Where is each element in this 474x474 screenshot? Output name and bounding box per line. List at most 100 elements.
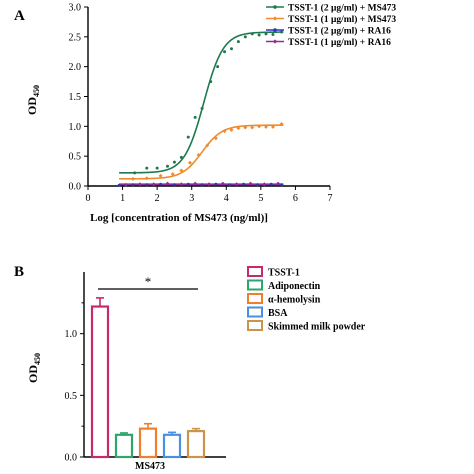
panel-a-x-ticks: 0 1 2 3 4 5 6 7 bbox=[86, 186, 333, 204]
panel-a-legend: TSST-1 (2 μg/ml) + MS473 TSST-1 (1 μg/ml)… bbox=[266, 3, 396, 48]
panel-a-point-series-2 bbox=[279, 121, 284, 126]
panel-a-y-ticks: 0.0 0.5 1.0 1.5 2.0 2.5 3.0 bbox=[69, 3, 88, 193]
panel-a-point-series-2 bbox=[179, 168, 184, 173]
panel-a-legend-label-3: TSST-1 (2 μg/ml) + RA16 bbox=[288, 26, 391, 37]
panel-a-point-series-4 bbox=[179, 182, 184, 187]
panel-a-point-series-1 bbox=[172, 160, 176, 164]
panel-a-point-series-1 bbox=[155, 166, 159, 170]
panel-b-bar-4 bbox=[162, 433, 182, 459]
panel-a-point-series-3 bbox=[255, 183, 259, 187]
panel-a-point-series-1 bbox=[186, 135, 190, 139]
panel-a-legend-marker-2 bbox=[272, 16, 278, 21]
panel-a-point-series-3 bbox=[242, 182, 246, 186]
panel-b-y-axis-label-sub: 450 bbox=[33, 353, 42, 365]
panel-a-point-series-3 bbox=[269, 182, 273, 186]
panel-a-point-series-2 bbox=[196, 152, 201, 157]
panel-a-legend-marker-4 bbox=[272, 39, 278, 44]
panel-a-y-tick-label: 0.0 bbox=[69, 182, 82, 193]
panel-a-point-series-1 bbox=[223, 50, 227, 54]
panel-b-y-axis-label-main: OD bbox=[26, 365, 40, 383]
panel-a-point-series-1 bbox=[280, 30, 284, 34]
panel-b-x-axis-label: MS473 bbox=[135, 461, 165, 472]
panel-a-legend-label-4: TSST-1 (1 μg/ml) + RA16 bbox=[288, 37, 391, 48]
panel-a-x-tick-label: 4 bbox=[224, 193, 229, 204]
panel-a-point-series-1 bbox=[179, 155, 183, 159]
panel-a-x-tick-label: 0 bbox=[86, 193, 91, 204]
panel-a-point-series-4 bbox=[193, 181, 198, 186]
panel-a-x-tick-label: 5 bbox=[258, 193, 263, 204]
panel-a-x-tick-label: 3 bbox=[189, 193, 194, 204]
panel-label-a: A bbox=[14, 8, 25, 24]
panel-a-point-series-1 bbox=[271, 32, 275, 36]
panel-a-y-tick-label: 2.5 bbox=[69, 32, 82, 43]
panel-a-point-series-2 bbox=[205, 143, 210, 148]
panel-a-x-tick-label: 6 bbox=[293, 193, 298, 204]
panel-a-point-series-2 bbox=[144, 176, 149, 181]
panel-b-legend-swatch-2 bbox=[247, 279, 263, 291]
panel-a-point-series-2 bbox=[229, 127, 234, 132]
panel-a-point-series-1 bbox=[193, 115, 197, 119]
panel-b-y-ticks: 0.0 0.5 1.0 bbox=[65, 302, 84, 464]
panel-b-y-tick-label: 1.0 bbox=[65, 329, 78, 340]
panel-b: B 0.0 0.5 1.0 * OD450 MS473 TSST-1 Adiponec… bbox=[14, 264, 366, 472]
panel-a-point-series-1 bbox=[166, 164, 170, 168]
panel-a-points bbox=[117, 30, 284, 187]
panel-b-bar-5 bbox=[186, 430, 206, 459]
panel-a-y-axis-label: OD450 bbox=[25, 85, 41, 115]
panel-label-b: B bbox=[14, 264, 24, 280]
panel-b-legend-swatch-5 bbox=[247, 320, 263, 331]
panel-a-point-series-4 bbox=[207, 182, 211, 187]
panel-a-point-series-1 bbox=[145, 166, 149, 170]
panel-a-point-series-1 bbox=[229, 47, 233, 51]
panel-a-y-tick-label: 1.5 bbox=[69, 92, 82, 103]
panel-b-significance-marker: * bbox=[145, 274, 152, 289]
panel-a-point-series-3 bbox=[200, 183, 204, 187]
panel-a-y-tick-label: 1.0 bbox=[69, 122, 82, 133]
panel-a-y-axis-label-sub: 450 bbox=[32, 85, 41, 97]
panel-a-x-tick-label: 1 bbox=[120, 193, 125, 204]
panel-a-legend-marker-3 bbox=[273, 28, 277, 32]
panel-b-legend: TSST-1 Adiponectin α-hemolysin BSA Skimmed m… bbox=[247, 266, 366, 333]
panel-b-legend-swatch-1 bbox=[247, 266, 263, 277]
panel-a-point-series-3 bbox=[186, 182, 190, 186]
panel-a-point-series-4 bbox=[248, 181, 253, 186]
panel-b-legend-swatch-4 bbox=[247, 306, 263, 318]
panel-a-point-series-2 bbox=[170, 172, 175, 177]
panel-a-point-series-2 bbox=[270, 124, 275, 129]
panel-a-point-series-4 bbox=[137, 182, 142, 187]
panel-a-x-tick-label: 7 bbox=[328, 193, 333, 204]
panel-a-point-series-4 bbox=[220, 181, 225, 186]
panel-a-point-series-1 bbox=[216, 65, 220, 69]
panel-a-point-series-3 bbox=[280, 183, 284, 187]
panel-a-y-tick-label: 2.0 bbox=[69, 62, 82, 73]
panel-a-point-series-1 bbox=[209, 80, 213, 84]
panel-a-point-series-1 bbox=[236, 40, 240, 44]
panel-b-significance: * bbox=[98, 274, 198, 290]
panel-a-point-series-2 bbox=[158, 173, 163, 178]
panel-b-bars bbox=[90, 297, 206, 459]
panel-a-legend-marker-1 bbox=[273, 5, 277, 9]
panel-b-legend-label-3: α-hemolysin bbox=[268, 295, 321, 306]
panel-b-y-axis-label: OD450 bbox=[26, 353, 42, 383]
panel-a-legend-label-1: TSST-1 (2 μg/ml) + MS473 bbox=[288, 3, 396, 14]
panel-a-y-tick-label: 3.0 bbox=[69, 3, 82, 14]
panel-a-point-series-1 bbox=[250, 32, 254, 36]
panel-a-point-series-2 bbox=[188, 160, 192, 165]
panel-a-point-series-2 bbox=[130, 176, 135, 181]
panel-a: A 0.0 0.5 1.0 1.5 2.0 2.5 3.0 0 1 2 3 4 5 6 7 OD450 L… bbox=[14, 3, 396, 225]
panel-a-point-series-3 bbox=[145, 183, 149, 187]
panel-a-point-series-2 bbox=[222, 129, 227, 134]
panel-a-y-axis-label-main: OD bbox=[25, 97, 39, 115]
panel-b-legend-swatch-3 bbox=[247, 293, 263, 304]
panel-b-bar-1 bbox=[90, 305, 110, 459]
panel-a-x-axis-label: Log [concentration of MS473 (ng/ml)] bbox=[90, 212, 268, 224]
panel-a-point-series-3 bbox=[228, 183, 232, 187]
panel-a-point-series-3 bbox=[214, 182, 218, 186]
panel-a-point-series-3 bbox=[131, 183, 135, 187]
panel-b-bar-3 bbox=[138, 427, 158, 459]
panel-b-y-tick-label: 0.5 bbox=[65, 391, 78, 402]
panel-a-point-series-1 bbox=[264, 32, 268, 36]
panel-a-point-series-2 bbox=[250, 125, 255, 130]
panel-b-legend-label-1: TSST-1 bbox=[268, 268, 300, 279]
panel-b-legend-label-4: BSA bbox=[268, 308, 288, 319]
